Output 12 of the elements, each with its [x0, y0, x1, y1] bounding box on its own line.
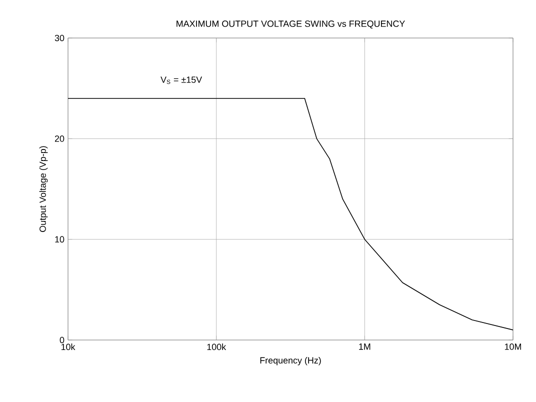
y-tick-label: 30	[54, 34, 64, 42]
x-tick-label: 10M	[504, 344, 521, 350]
annotation: V$_{S}$ = ±15V	[160, 76, 202, 84]
x-tick-label: 10k	[61, 344, 76, 350]
y-axis-title: Output Voltage (Vp-p)	[39, 146, 48, 232]
y-tick-label: 0	[60, 336, 64, 344]
chart-title: MAXIMUM OUTPUT VOLTAGE SWING vs FREQUENCY	[176, 20, 405, 28]
y-tick-label: 20	[54, 135, 64, 142]
y-tick-label: 10	[55, 236, 64, 243]
x-axis-title: Frequency (Hz)	[260, 356, 321, 366]
x-tick-label: 100k	[207, 344, 226, 350]
x-tick-label: 1M	[359, 344, 370, 350]
